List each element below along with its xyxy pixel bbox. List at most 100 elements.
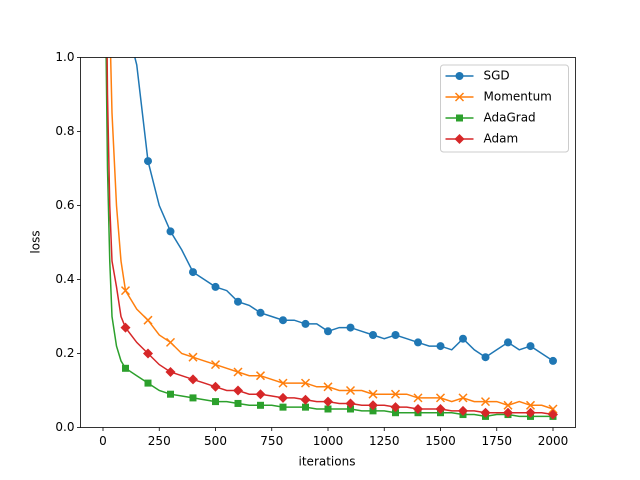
series-marker (324, 327, 332, 336)
series-marker (435, 393, 446, 403)
series-marker (345, 398, 356, 409)
x-tick-label: 2000 (538, 434, 569, 448)
x-tick-label: 750 (260, 434, 283, 448)
series-marker (414, 338, 422, 347)
y-tick-label: 0.2 (55, 346, 74, 360)
series-marker (234, 399, 242, 407)
series-marker (369, 331, 377, 339)
series-marker (525, 400, 536, 410)
series-marker (120, 286, 131, 296)
series-marker (503, 400, 513, 410)
series-marker (210, 381, 221, 392)
series-marker (122, 364, 129, 372)
series-marker (278, 378, 288, 388)
y-tick-label: 0.8 (55, 124, 74, 138)
x-tick-label: 500 (204, 434, 227, 448)
series-marker (392, 409, 399, 417)
series-marker (233, 385, 243, 396)
series-marker (391, 331, 400, 339)
series-marker (302, 403, 309, 411)
series-marker (369, 407, 377, 415)
series-line (106, 57, 554, 416)
series-marker (324, 405, 332, 413)
series-marker (504, 338, 512, 347)
series-marker (165, 367, 176, 377)
series-line (134, 57, 554, 362)
series-marker (435, 404, 446, 414)
series-marker (347, 405, 354, 413)
y-tick-label: 1.0 (55, 50, 74, 64)
series-marker (436, 342, 445, 351)
legend-marker (454, 134, 465, 144)
series-marker (188, 374, 198, 385)
series-marker (256, 308, 265, 317)
y-tick-label: 0.0 (55, 420, 74, 434)
series-marker (143, 315, 153, 325)
series-marker (143, 348, 153, 359)
series-marker (166, 227, 175, 236)
series-marker (300, 394, 311, 405)
series-marker (144, 379, 152, 387)
series-marker (345, 385, 356, 396)
series-marker (458, 405, 468, 416)
legend-label: SGD (484, 69, 510, 83)
x-axis-label: iterations (299, 455, 356, 469)
series-marker (548, 409, 558, 420)
series-marker (323, 396, 333, 407)
series-marker (368, 400, 378, 411)
series-marker (144, 157, 152, 166)
series-marker (278, 392, 288, 403)
series-marker (257, 401, 264, 409)
series-marker (234, 297, 242, 306)
series-marker (122, 17, 130, 25)
series-marker (167, 390, 174, 398)
series-marker (525, 407, 536, 418)
series-marker (212, 398, 219, 406)
series-marker (189, 394, 197, 402)
series-marker (481, 353, 490, 362)
series-marker (210, 360, 221, 370)
legend-label: Momentum (484, 90, 552, 104)
series-marker (279, 316, 287, 325)
legend-marker (454, 92, 465, 102)
series-marker (211, 282, 220, 291)
series-marker (390, 389, 401, 399)
series-marker (346, 323, 355, 332)
x-tick-label: 1250 (369, 434, 400, 448)
series-marker (459, 334, 467, 343)
legend-marker (456, 114, 463, 122)
legend-box (440, 64, 569, 153)
series-marker (120, 322, 131, 333)
x-tick-label: 1000 (313, 434, 344, 448)
series-marker (413, 393, 423, 403)
y-tick-label: 0.6 (55, 198, 74, 212)
legend-label: AdaGrad (484, 111, 536, 125)
y-axis-label: loss (29, 230, 43, 253)
series-marker (300, 378, 311, 388)
series-marker (255, 371, 266, 381)
series-line (109, 57, 554, 410)
series-marker (165, 337, 176, 347)
series-marker (188, 352, 198, 362)
series-line (105, 57, 553, 418)
series-marker (368, 389, 378, 399)
series-marker (413, 404, 423, 414)
x-tick-label: 0 (99, 434, 107, 448)
series-marker (189, 268, 197, 277)
series-marker (480, 397, 491, 407)
legend-label: Adam (484, 132, 519, 146)
series-marker (233, 367, 243, 377)
series-marker (526, 342, 535, 351)
series-marker (549, 356, 557, 365)
series-marker (255, 389, 266, 400)
x-tick-label: 250 (148, 434, 171, 448)
y-tick-label: 0.4 (55, 272, 74, 286)
series-marker (279, 403, 287, 411)
series-marker (458, 393, 468, 403)
series-marker (390, 402, 401, 413)
series-marker (548, 404, 558, 414)
series-marker (480, 407, 491, 418)
series-marker (301, 319, 310, 328)
x-tick-label: 1750 (481, 434, 512, 448)
